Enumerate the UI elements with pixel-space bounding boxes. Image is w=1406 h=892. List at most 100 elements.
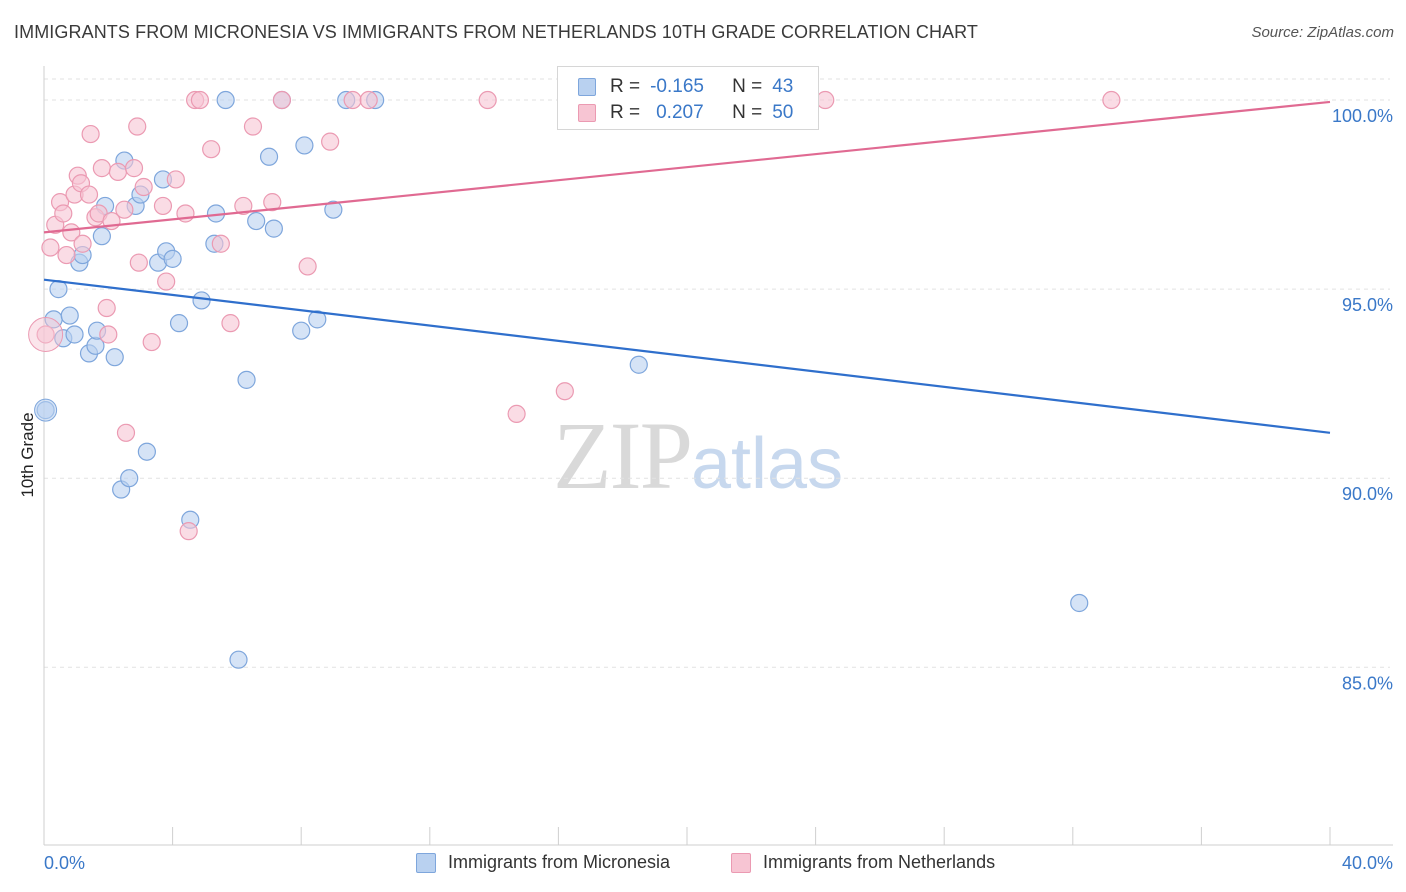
y-tick-label: 95.0% [1342,295,1393,315]
netherlands-point [108,162,128,181]
trend-lines [43,100,1331,434]
n-label: N = [732,102,763,123]
netherlands-point [79,185,99,204]
legend-label: Immigrants from Micronesia [448,852,671,872]
axis-layer [43,66,1393,846]
r-label: R = [610,76,641,97]
netherlands-point [221,314,240,333]
micronesia-point [163,249,182,268]
netherlands-point [99,325,118,344]
x-tick-label-max: 40.0% [1342,853,1393,873]
micronesia-point [229,650,248,669]
legend-item-micronesia: Immigrants from Micronesia [416,852,670,873]
netherlands-point [92,159,111,178]
stats-row-micronesia: R = -0.165 N = 43 [578,76,793,98]
netherlands-point [202,140,221,159]
netherlands-point [97,298,116,318]
netherlands-point [54,204,73,223]
micronesia-trend-line [43,278,1331,434]
netherlands-point [142,332,161,352]
micronesia-point [105,348,124,367]
micronesia-point [292,321,311,340]
n-label: N = [732,76,763,97]
netherlands-point [73,234,92,253]
micronesia-point [1070,593,1089,613]
netherlands-point [116,423,136,442]
micronesia-point [216,90,235,110]
micronesia-point [237,370,256,389]
watermark-zip: ZIP [553,402,693,509]
micronesia-point [169,314,189,333]
r-label: R = [610,102,641,123]
micronesia-point [629,355,648,374]
netherlands-point [129,253,148,272]
pink-swatch-icon [731,852,751,873]
netherlands-point [272,90,292,110]
micronesia-point [120,469,139,488]
netherlands-point [41,238,60,257]
pink-swatch-icon [578,104,596,122]
netherlands-point [478,90,497,110]
tick-labels: 85.0% 90.0% 95.0% 100.0% 0.0% 40.0% [44,106,1393,873]
watermark: ZIPatlas [553,400,843,511]
netherlands-point [507,404,526,424]
blue-swatch-icon [578,78,596,96]
netherlands-point [36,325,55,344]
netherlands-point [81,124,100,144]
netherlands-point [211,234,230,253]
netherlands-point [190,90,210,110]
n-value: 50 [772,102,794,123]
y-tick-label: 90.0% [1342,484,1393,504]
r-value: -0.165 [650,76,704,97]
netherlands-point [157,272,176,291]
micronesia-point [264,219,283,238]
series-legend: Immigrants from Micronesia Immigrants fr… [0,852,1406,878]
micronesia-point [137,442,156,461]
micronesia-point [92,227,111,246]
n-value: 43 [772,76,794,97]
netherlands-point [179,522,198,541]
netherlands-point [128,117,147,136]
blue-swatch-icon [416,852,436,873]
micronesia-points [34,90,1089,669]
micronesia-point-large [34,398,58,422]
micronesia-point [192,291,211,310]
netherlands-point [321,132,340,151]
watermark-atlas: atlas [691,424,844,504]
netherlands-point [243,117,263,136]
netherlands-point [816,90,835,110]
micronesia-point [247,211,266,231]
netherlands-point [124,159,144,178]
y-tick-label: 85.0% [1342,673,1393,693]
netherlands-point [298,257,317,276]
netherlands-point [555,382,574,401]
netherlands-trend-line [43,100,1331,234]
netherlands-point-large [28,316,64,352]
x-tick-label-min: 0.0% [44,853,85,873]
micronesia-point [324,200,343,219]
netherlands-point [343,90,362,110]
netherlands-point [57,245,76,265]
netherlands-point [359,90,378,110]
netherlands-point [234,196,253,216]
netherlands-point [115,200,134,219]
micronesia-point [65,325,84,344]
legend-item-netherlands: Immigrants from Netherlands [731,852,995,873]
legend-label: Immigrants from Netherlands [763,852,996,872]
netherlands-point [166,170,185,189]
micronesia-point [308,310,327,329]
stats-row-netherlands: R = 0.207 N = 50 [578,102,793,124]
netherlands-point [1102,90,1121,110]
chart-title: IMMIGRANTS FROM MICRONESIA VS IMMIGRANTS… [14,22,979,42]
micronesia-point [259,147,279,166]
stats-legend: R = -0.165 N = 43 R = 0.207 N = 50 [557,66,819,130]
source-label: Source: ZipAtlas.com [1251,24,1394,41]
r-value: 0.207 [656,102,704,123]
y-tick-label: 100.0% [1332,106,1393,126]
netherlands-point [153,196,173,216]
micronesia-point [295,136,314,155]
netherlands-point [134,177,153,197]
netherlands-points [28,90,1121,541]
micronesia-point [60,306,79,325]
